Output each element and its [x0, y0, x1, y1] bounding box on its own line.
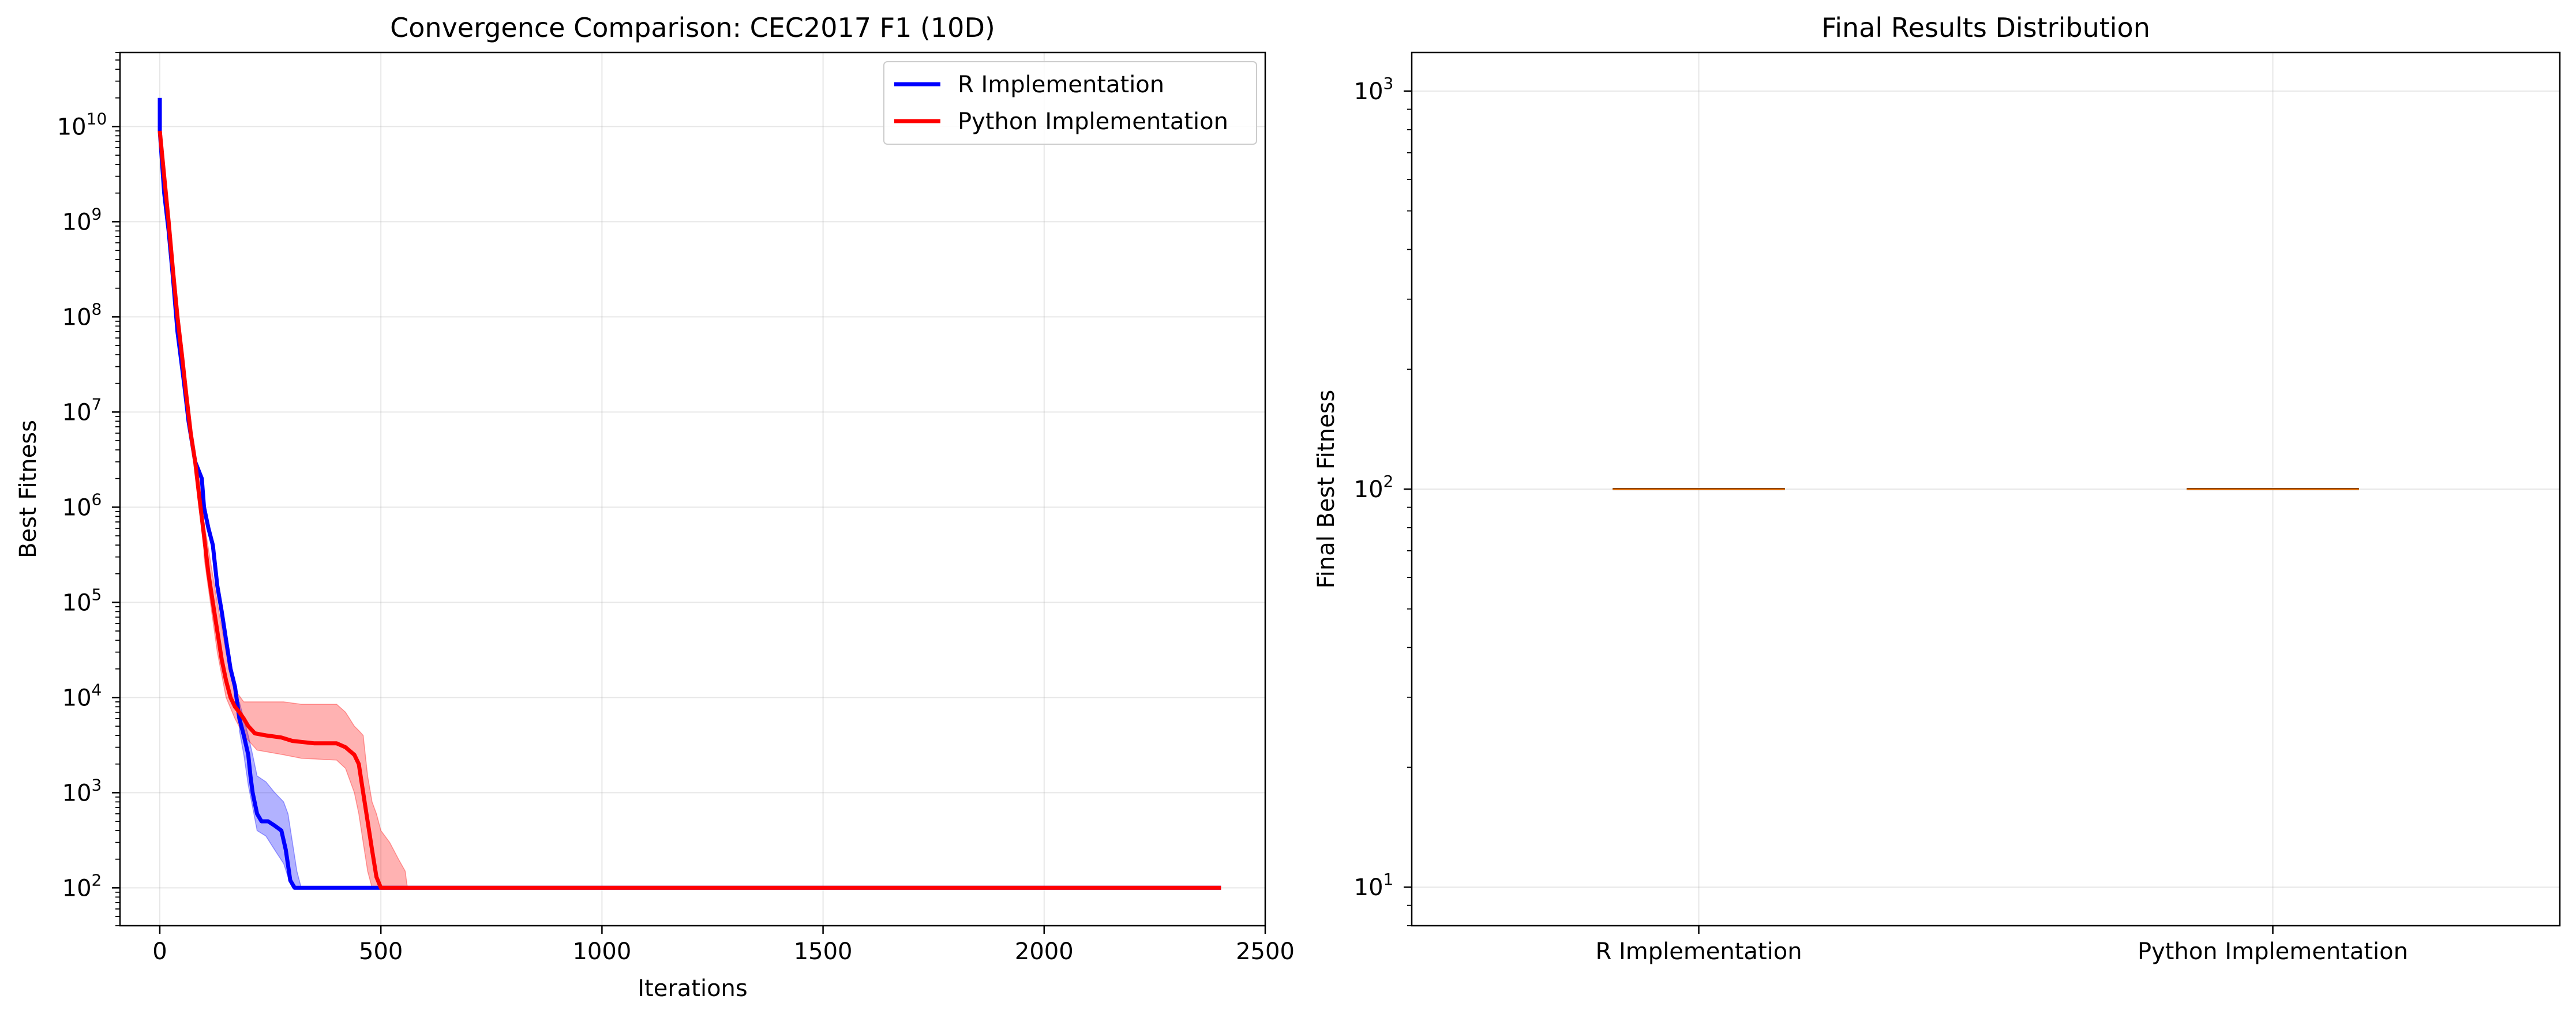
convergence-y-ticks: 102 103 104 105 106 107 108 109 1010: [57, 52, 120, 926]
y-tick-label: 104: [62, 680, 102, 711]
convergence-x-axis-label: Iterations: [638, 975, 748, 1002]
y-tick-label: 1010: [57, 109, 107, 140]
legend-label-r: R Implementation: [958, 72, 1164, 98]
x-tick-label: 0: [152, 938, 167, 965]
legend-box: [883, 61, 1257, 145]
convergence-grid: [120, 52, 1266, 926]
convergence-y-axis-label: Best Fitness: [15, 420, 42, 558]
convergence-x-ticks: 0 500 1000 1500 2000 2500: [152, 926, 1295, 965]
y-tick-label: 107: [62, 395, 102, 426]
convergence-chart-title: Convergence Comparison: CEC2017 F1 (10D): [390, 12, 995, 43]
y-tick-label: 103: [1354, 74, 1394, 105]
distribution-y-ticks: 101 102 103: [1354, 74, 1412, 926]
x-tick-label: 1500: [794, 938, 853, 965]
distribution-x-ticks: R Implementation Python Implementation: [1595, 926, 2408, 965]
convergence-plot-frame: [119, 51, 1266, 927]
x-tick-label: 2000: [1015, 938, 1074, 965]
x-tick-label: Python Implementation: [2138, 938, 2408, 965]
y-tick-label: 106: [62, 490, 102, 521]
y-tick-label: 109: [62, 204, 102, 235]
series-line-1: [158, 130, 1221, 890]
y-tick-label: 108: [62, 299, 102, 330]
y-tick-label: 101: [1354, 870, 1394, 901]
distribution-y-axis-label: Final Best Fitness: [1313, 390, 1340, 589]
distribution-chart: R Implementation Python Implementation 10…: [1313, 12, 2561, 965]
convergence-chart: 0 500 1000 1500 2000 2500 1021031041051061071…: [15, 12, 1295, 1002]
y-tick-label: 102: [62, 870, 102, 901]
legend-label-python: Python Implementation: [958, 108, 1228, 135]
x-tick-label: 1000: [572, 938, 631, 965]
convergence-legend: R Implementation Python Implementation: [883, 61, 1257, 145]
x-tick-label: 2500: [1236, 938, 1295, 965]
y-tick-label: 102: [1354, 472, 1394, 503]
convergence-lines: [158, 97, 1221, 890]
y-tick-label: 105: [62, 585, 102, 616]
distribution-chart-title: Final Results Distribution: [1821, 12, 2150, 43]
y-tick-label: 103: [62, 775, 102, 806]
x-tick-label: R Implementation: [1595, 938, 1802, 965]
x-tick-label: 500: [359, 938, 403, 965]
